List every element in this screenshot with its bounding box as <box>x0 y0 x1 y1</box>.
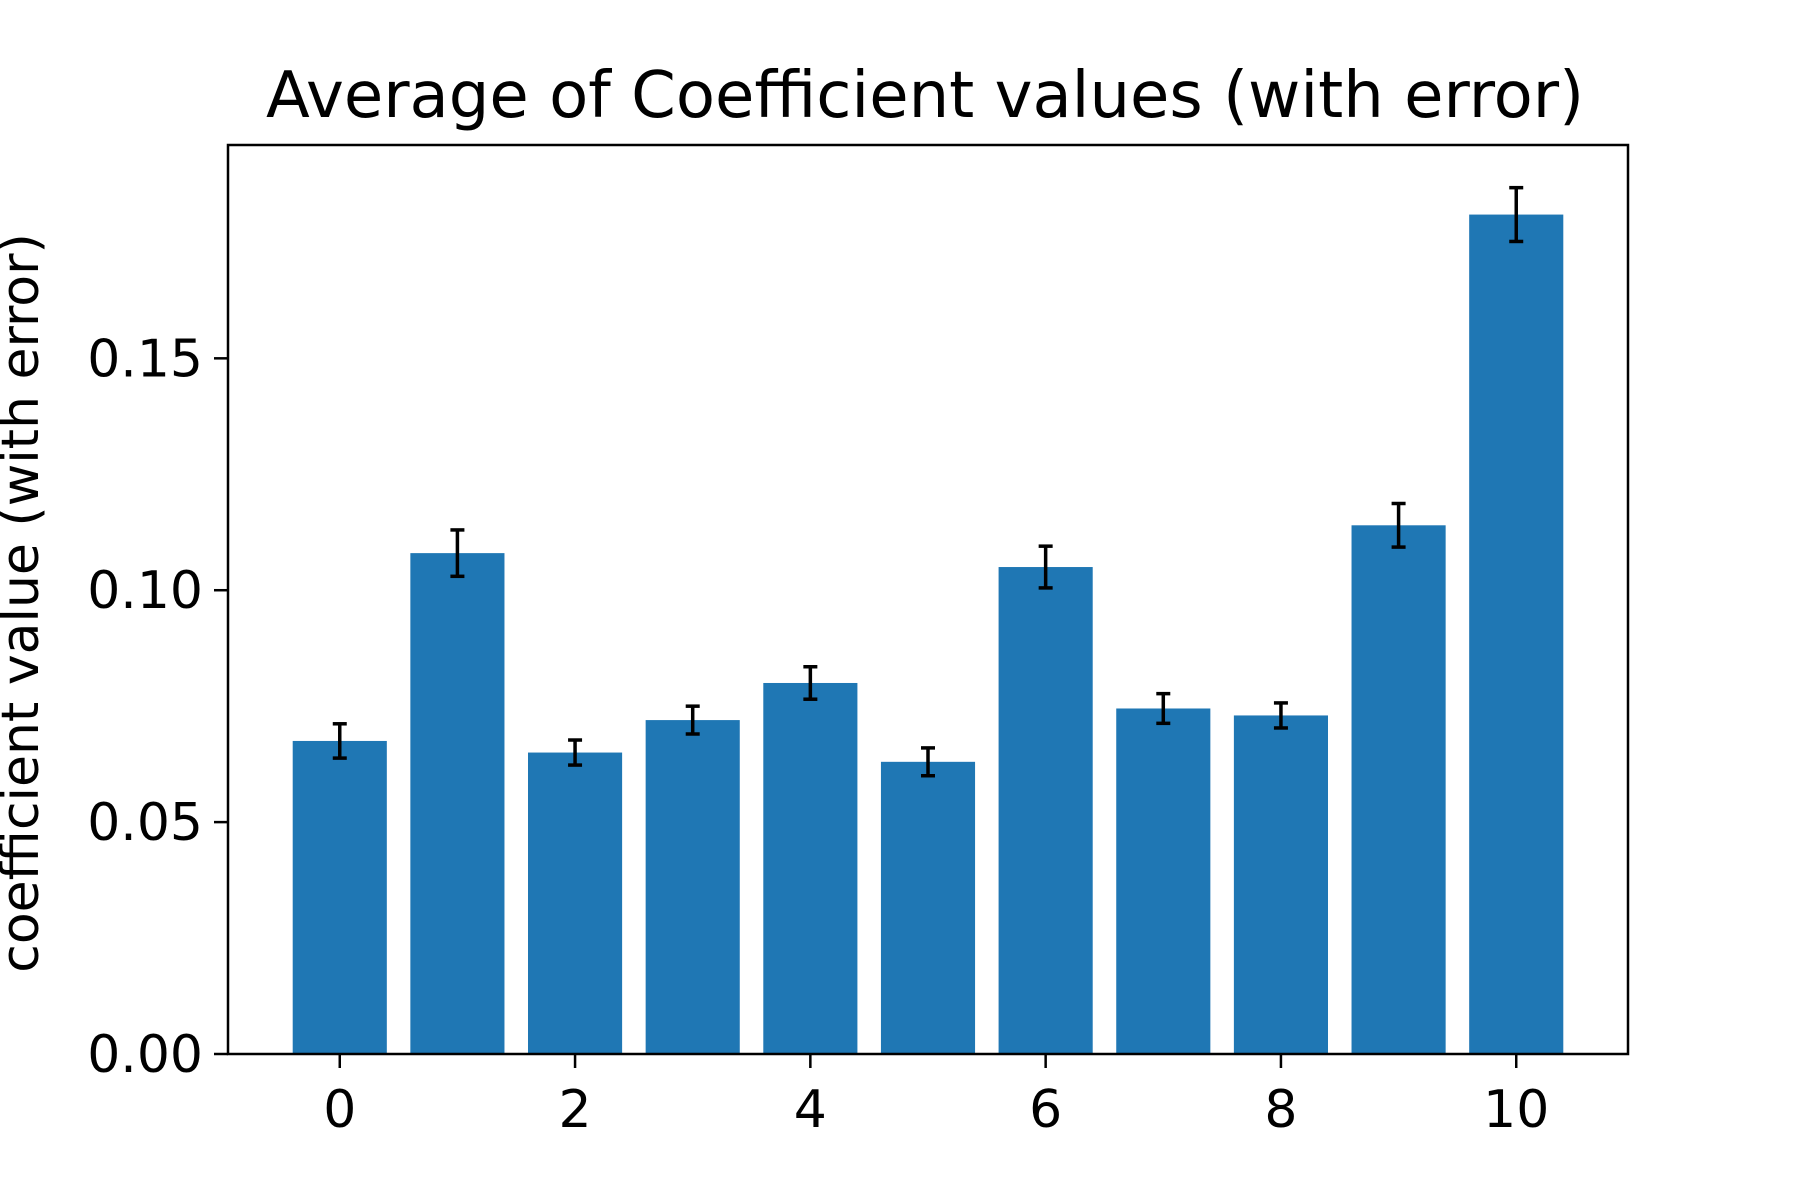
bar-5 <box>880 761 976 1054</box>
y-tick-label-3: 0.15 <box>87 329 203 389</box>
x-tick-label-6: 6 <box>1029 1080 1062 1140</box>
y-tick-label-2: 0.10 <box>87 561 203 621</box>
chart-title: Average of Coefficient values (with erro… <box>266 59 1584 133</box>
x-tick-label-8: 8 <box>1264 1080 1297 1140</box>
bar-0 <box>292 740 387 1054</box>
x-tick-label-2: 2 <box>559 1080 592 1140</box>
y-axis: 0.00 0.05 0.10 0.15 <box>87 329 228 1085</box>
x-axis: 0 2 4 6 8 10 <box>323 1054 1549 1140</box>
bar-3 <box>645 720 740 1054</box>
x-tick-label-0: 0 <box>323 1080 356 1140</box>
bar-2 <box>528 752 623 1054</box>
error-bars-group <box>332 185 1524 778</box>
bar-8 <box>1233 715 1328 1054</box>
x-tick-label-4: 4 <box>794 1080 827 1140</box>
bar-10 <box>1469 214 1564 1054</box>
y-axis-label: coefficient value (with error) <box>0 233 51 972</box>
plot-frame <box>226 143 1630 1056</box>
y-tick-label-0: 0.00 <box>87 1025 203 1085</box>
bar-4 <box>763 682 858 1054</box>
x-tick-label-10: 10 <box>1483 1080 1549 1140</box>
bars-group <box>292 214 1564 1054</box>
bar-9 <box>1351 525 1446 1054</box>
bar-1 <box>410 553 505 1054</box>
y-tick-label-1: 0.05 <box>87 793 203 853</box>
bar-6 <box>998 567 1093 1054</box>
bar-7 <box>1116 708 1211 1054</box>
